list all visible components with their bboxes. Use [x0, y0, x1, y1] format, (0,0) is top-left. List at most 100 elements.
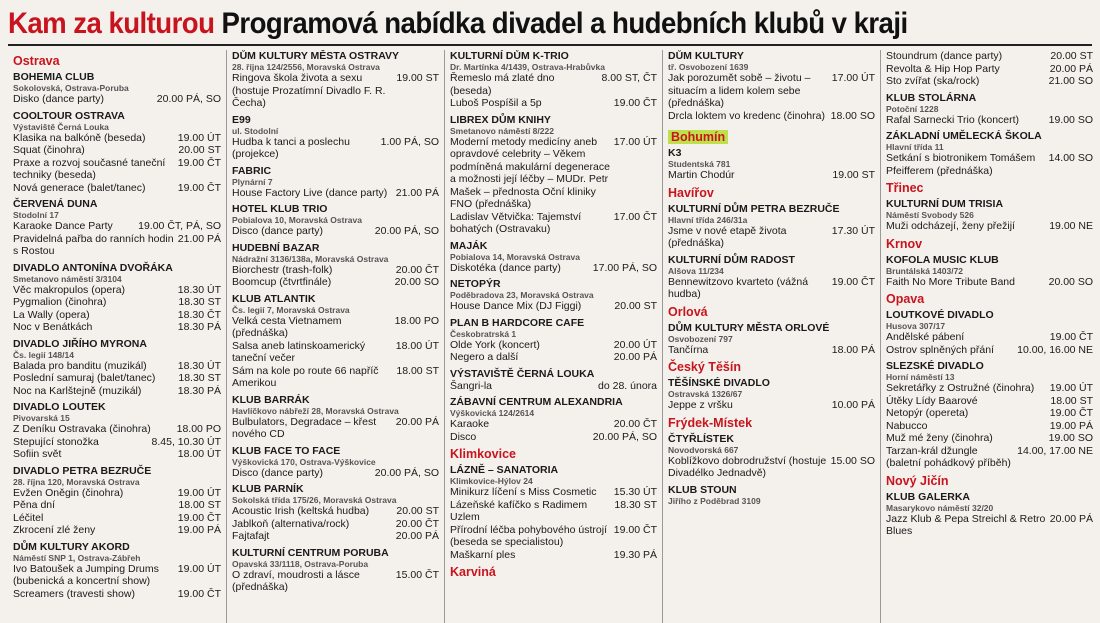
event-row: Nabucco 19.00 PÁ	[886, 420, 1093, 433]
venue-name: DIVADLO ANTONÍNA DVOŘÁKA	[13, 261, 173, 274]
event-time: 20.00 PÁ, SO	[374, 225, 439, 237]
event-time: 8.45, 10.30 ÚT	[151, 435, 221, 448]
venue-name: KULTURNÍ CENTRUM PORUBA	[232, 546, 389, 559]
venue-name: ZÁBAVNÍ CENTRUM ALEXANDRIA	[450, 396, 623, 408]
event-title: Bulbulators, Degradace – křest nového CD	[232, 415, 377, 441]
event-time: 20.00 ST	[178, 144, 221, 156]
venue-address: Pobialova 10, Moravská Ostrava	[232, 215, 362, 225]
event-title: Nová generace (balet/tanec)	[13, 181, 146, 194]
venue-name: KULTURNÍ DŮM K-TRIO	[450, 50, 569, 62]
venue: SLEZSKÉ DIVADLO Horní náměstí 13 Sekretářk…	[886, 360, 1093, 470]
venue: ČERVENÁ DUNA Stodolní 17 Karaoke Dance Par…	[13, 198, 221, 258]
venue: DIVADLO PETRA BEZRUČE 28. října 120, Mora…	[13, 465, 221, 537]
event-row: Karaoke Dance Party 19.00 ČT, PÁ, SO	[13, 220, 221, 233]
event-row: Z Deníku Ostravaka (činohra) 18.00 PO	[13, 423, 221, 436]
venue: DŮM KULTURY tř. Osvobození 1639 Jak porozu…	[668, 50, 875, 122]
column-1: Ostrava BOHEMIA CLUB Sokolovská, Ostrava-P…	[8, 50, 226, 623]
venue-address: Smetanovo náměstí 3/3104	[13, 273, 122, 284]
venue: KULTURNÍ DŮM PETRA BEZRUČE Hlavní třída 2…	[668, 203, 875, 250]
venue-name: KLUB STOLÁRNA	[886, 91, 977, 104]
event-row: Pygmalion (činohra) 18.30 ST	[13, 296, 221, 309]
title-main: Programová nabídka divadel a hudebních k…	[221, 7, 909, 40]
venue: E99 ul. Stodolní Hudba k tanci a poslechu …	[232, 114, 439, 161]
event-row: House Factory Live (dance party) 21.00 PÁ	[232, 187, 439, 200]
event-title: Praxe a rozvoj současné taneční techniky…	[13, 156, 166, 182]
venue-name: BOHEMIA CLUB	[13, 71, 95, 83]
column-3: KULTURNÍ DŮM K-TRIO Dr. Martínka 4/1439, …	[444, 50, 662, 623]
event-row: Muži odcházejí, ženy přežijí 19.00 NE	[886, 220, 1093, 233]
event-row: Sekretářky z Ostružné (činohra) 19.00 ÚT	[886, 382, 1093, 395]
event-row: Koblížkovo dobrodružství (hostuje Divadé…	[668, 455, 875, 480]
venue: DIVADLO ANTONÍNA DVOŘÁKA Smetanovo náměst…	[13, 262, 221, 334]
region-heading-frydek-mistek: Frýdek-Místek	[668, 415, 753, 430]
event-title: Karaoke Dance Party	[13, 220, 113, 232]
venue-address: Čs. legií 148/14	[13, 349, 74, 360]
listing-columns: Ostrava BOHEMIA CLUB Sokolovská, Ostrava-P…	[8, 50, 1098, 623]
event-time: 17.00 ÚT	[613, 135, 657, 148]
event-row: Ostrov splněných přání 10.00, 16.00 NE	[886, 344, 1093, 357]
venue-address: Nádražní 3136/138a, Moravská Ostrava	[232, 253, 389, 264]
venue-name: DIVADLO PETRA BEZRUČE	[13, 464, 152, 477]
event-time: 21.00 SO	[1048, 75, 1093, 87]
event-title: Olde York (koncert)	[450, 338, 540, 351]
event-title: Ivo Batoušek a Jumping Drums (bubenická …	[13, 562, 159, 588]
venue-address: 28. října 124/2556, Moravská Ostrava	[232, 62, 380, 72]
event-row: Minikurz líčení s Miss Cosmetic 15.30 ÚT	[450, 486, 657, 499]
venue-address: Výškovická 170, Ostrava-Výškovice	[232, 456, 376, 467]
event-row: Zkrocení zlé ženy 19.00 PÁ	[13, 524, 221, 537]
event-time: do 28. února	[598, 379, 657, 392]
venue: NETOPÝR Poděbradova 23, Moravská Ostrava H…	[450, 278, 657, 313]
venue-name: KULTURNÍ DUM TRISIA	[886, 198, 1004, 210]
event-time: 19.00 ČT	[613, 523, 657, 536]
event-row: Jak porozumět sobě – životu – situacím a…	[668, 72, 875, 110]
event-row: Andělské pábení 19.00 ČT	[886, 331, 1093, 344]
event-row: Karaoke 20.00 ČT	[450, 418, 657, 431]
event-time: 20.00 PÁ	[613, 351, 657, 363]
event-row: Boomcup (čtvrtfinále) 20.00 SO	[232, 276, 439, 289]
event-title: Noc na Karlštejně (muzikál)	[13, 384, 142, 397]
venue-address: tř. Osvobození 1639	[668, 62, 749, 72]
event-row: Revolta & Hip Hop Party 20.00 PÁ	[886, 63, 1093, 76]
event-title: Poslední samuraj (balet/tanec)	[13, 372, 156, 384]
venue-name: KLUB STOUN	[668, 483, 737, 496]
event-title: Hudba k tanci a poslechu (projekce)	[232, 135, 350, 161]
venue-name: KLUB PARNÍK	[232, 483, 304, 495]
event-title: Screamers (travesti show)	[13, 587, 135, 600]
venue: FABRIC Plynární 7 House Factory Live (danc…	[232, 165, 439, 200]
event-title: Disko (dance party)	[13, 93, 105, 105]
venue-address: Novodvorská 667	[668, 444, 739, 455]
venue: K3 Studentská 781 Martin Chodúr 19.00 ST	[668, 147, 875, 182]
event-time: 20.00 ST	[396, 505, 439, 517]
event-time: 19.00 ÚT	[177, 131, 221, 144]
event-row: Ringova škola života a sexu (hostuje Pro…	[232, 72, 439, 110]
event-title: Biorchestr (trash-folk)	[232, 263, 333, 276]
region-heading-ostrava: Ostrava	[13, 54, 60, 68]
event-time: 18.00 ÚT	[395, 339, 439, 352]
venue: MAJÁK Pobialova 14, Moravská Ostrava Disko…	[450, 240, 657, 275]
event-time: 18.30 ST	[614, 498, 657, 511]
event-time: 19.00 SO	[1048, 432, 1093, 444]
event-title: Disco (dance party)	[232, 225, 324, 237]
event-title: Salsa aneb latinskoamerický taneční veče…	[232, 339, 366, 365]
event-row: Sám na kole po route 66 napříč Amerikou 1…	[232, 365, 439, 390]
event-time: 20.00 SO	[1048, 275, 1093, 288]
event-title: Z Deníku Ostravaka (činohra)	[13, 423, 151, 435]
venue: TĚŠÍNSKÉ DIVADLO Ostravská 1326/67 Jeppe z…	[668, 377, 875, 412]
venue-address: Potoční 1228	[886, 103, 939, 114]
region-heading-havirov: Havířov	[668, 185, 714, 200]
venue-address: Jiřího z Poděbrad 3109	[668, 495, 761, 506]
event-row: Muž mé ženy (činohra) 19.00 SO	[886, 432, 1093, 445]
venue-address: Hlavní třída 11	[886, 142, 944, 152]
event-time: 18.30 ČT	[177, 308, 221, 321]
event-row: La Wally (opera) 18.30 ČT	[13, 309, 221, 322]
event-time: 18.30 ÚT	[177, 283, 221, 296]
event-row: Disco 20.00 PÁ, SO	[450, 431, 657, 444]
event-time: 19.00 PÁ	[177, 524, 221, 536]
event-row: Šangri-la do 28. února	[450, 380, 657, 393]
venue: KLUB FACE TO FACE Výškovická 170, Ostrava…	[232, 445, 439, 480]
event-row: Screamers (travesti show) 19.00 ČT	[13, 588, 221, 601]
venue-address: Osvobození 797	[668, 333, 733, 344]
event-time: 20.00 PÁ, SO	[592, 430, 657, 443]
event-time: 18.00 ÚT	[177, 448, 221, 460]
event-title: Jak porozumět sobě – životu – situacím a…	[668, 72, 811, 109]
